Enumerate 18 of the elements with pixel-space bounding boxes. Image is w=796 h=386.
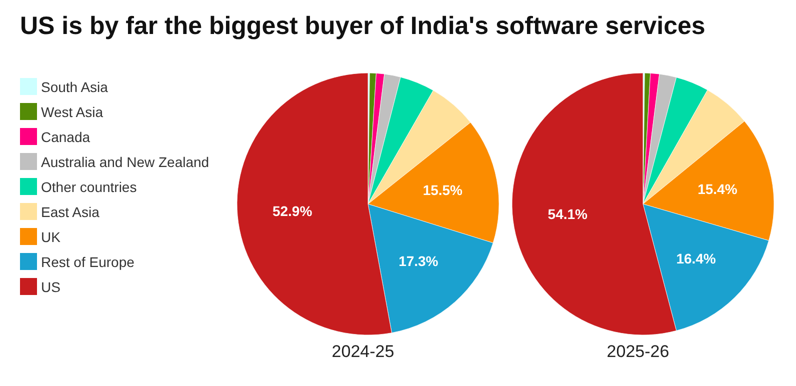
legend-label: Rest of Europe bbox=[41, 254, 134, 270]
slice-label: 2024-25 bbox=[330, 342, 396, 362]
data-label: 16.4% bbox=[676, 250, 716, 266]
data-label: 52.9% bbox=[272, 202, 313, 219]
slice-label: 2025-26 bbox=[606, 342, 670, 362]
data-label: 15.4% bbox=[698, 180, 738, 197]
legend-label: US bbox=[41, 278, 60, 294]
data-label: 54.1% bbox=[548, 206, 588, 222]
legend-label: Other countries bbox=[41, 178, 137, 194]
legend-label: East Asia bbox=[41, 204, 100, 220]
legend-label: South Asia bbox=[41, 78, 108, 94]
legend-label: Australia and New Zealand bbox=[41, 154, 210, 170]
legend-label: Canada bbox=[41, 128, 90, 144]
chart-title: US is by far the biggest buyer of India's software services bbox=[20, 12, 706, 41]
data-label: 15.5% bbox=[422, 182, 464, 198]
data-label: 17.3% bbox=[398, 252, 439, 269]
legend-label: West Asia bbox=[41, 104, 103, 120]
legend-label: UK bbox=[41, 228, 60, 244]
